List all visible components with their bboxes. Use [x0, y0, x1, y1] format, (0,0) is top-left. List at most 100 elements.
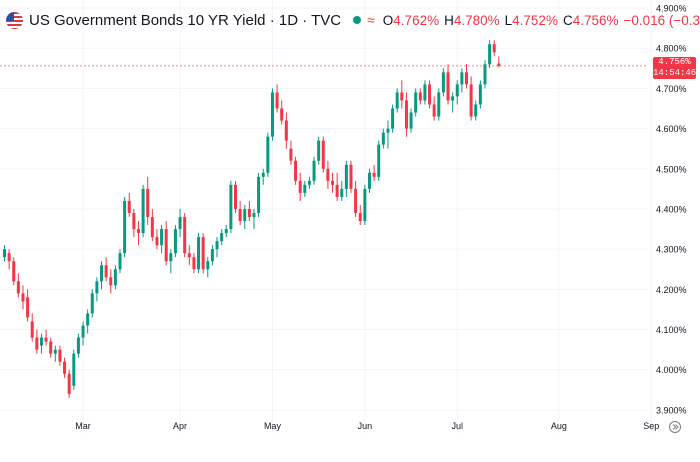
candle-body — [35, 338, 38, 350]
candle-body — [151, 217, 154, 237]
high-label: H — [444, 13, 454, 28]
candle — [58, 346, 61, 366]
candle — [68, 370, 71, 398]
candle-body — [234, 185, 237, 209]
candle-body — [3, 249, 6, 257]
candle — [308, 177, 311, 189]
candle-body — [49, 342, 52, 354]
symbol-title[interactable]: US Government Bonds 10 YR Yield · 1D · T… — [29, 12, 341, 29]
y-tick-label: 4.400% — [656, 204, 687, 214]
candle — [54, 346, 57, 362]
candle-body — [243, 209, 246, 221]
candle-body — [299, 181, 302, 193]
candle-body — [451, 96, 454, 100]
candle-body — [137, 229, 140, 233]
high-value: 4.780% — [454, 13, 500, 28]
candle-body — [359, 213, 362, 221]
candle — [63, 358, 66, 378]
candle-body — [142, 189, 145, 233]
candle — [35, 330, 38, 354]
candle-body — [289, 149, 292, 161]
candle-body — [179, 217, 182, 229]
close-label: C — [563, 13, 573, 28]
candle-body — [72, 354, 75, 386]
bar-countdown: 14:54:46 — [653, 68, 696, 79]
go-to-realtime-button[interactable] — [670, 422, 681, 433]
candle — [465, 64, 468, 88]
candle — [17, 273, 20, 297]
candle-body — [12, 261, 15, 281]
candle — [142, 185, 145, 237]
candle — [419, 88, 422, 104]
candle-body — [174, 229, 177, 253]
candle-body — [294, 161, 297, 181]
candle — [345, 161, 348, 197]
candle-body — [442, 72, 445, 92]
candle — [3, 245, 6, 261]
x-tick-label: Mar — [75, 421, 91, 431]
chart-legend: US Government Bonds 10 YR Yield · 1D · T… — [6, 9, 700, 31]
candle-body — [326, 169, 329, 181]
candle-body — [345, 165, 348, 189]
y-tick-label: 4.700% — [656, 84, 687, 94]
candle-body — [68, 374, 71, 394]
candle — [428, 80, 431, 108]
candle-body — [40, 338, 43, 346]
candle — [206, 257, 209, 277]
candle-body — [336, 185, 339, 197]
candle — [331, 173, 334, 193]
candle — [373, 165, 376, 181]
candle-body — [26, 297, 29, 317]
open-label: O — [383, 13, 394, 28]
candle-body — [308, 181, 311, 185]
candle — [45, 330, 48, 346]
candle — [40, 334, 43, 354]
candle-body — [248, 209, 251, 217]
us-flag-icon — [6, 12, 23, 29]
candle — [188, 245, 191, 265]
x-tick-label: Jun — [358, 421, 373, 431]
y-tick-label: 4.500% — [656, 164, 687, 174]
candle-body — [45, 338, 48, 342]
candle — [386, 121, 389, 149]
candle-body — [21, 293, 24, 301]
candle — [179, 209, 182, 237]
candle-body — [276, 92, 279, 108]
candle — [49, 338, 52, 358]
low-value: 4.752% — [512, 13, 558, 28]
candle-body — [169, 253, 172, 261]
candle-body — [54, 350, 57, 354]
candle — [322, 137, 325, 173]
candle — [239, 201, 242, 225]
candle — [12, 257, 15, 285]
candle — [77, 334, 80, 358]
candle-body — [414, 92, 417, 112]
candle-body — [391, 109, 394, 129]
candle-body — [31, 321, 34, 337]
candle — [155, 229, 158, 249]
candle-body — [460, 72, 463, 84]
candle — [262, 169, 265, 185]
candle-body — [488, 44, 491, 64]
market-status[interactable]: ≈ — [353, 13, 375, 27]
candle — [456, 80, 459, 104]
candle — [354, 181, 357, 217]
candle-body — [183, 217, 186, 253]
candle-body — [433, 104, 436, 116]
candle-body — [465, 72, 468, 84]
x-tick-label: Aug — [551, 421, 567, 431]
candle-body — [165, 229, 168, 261]
candle-body — [119, 253, 122, 269]
candle-body — [91, 293, 94, 313]
candle — [105, 257, 108, 281]
candle-body — [95, 281, 98, 293]
candle-body — [105, 265, 108, 277]
low-label: L — [505, 13, 513, 28]
candle-body — [470, 84, 473, 116]
candle-body — [114, 269, 117, 285]
candle-body — [271, 92, 274, 136]
candle — [474, 100, 477, 120]
